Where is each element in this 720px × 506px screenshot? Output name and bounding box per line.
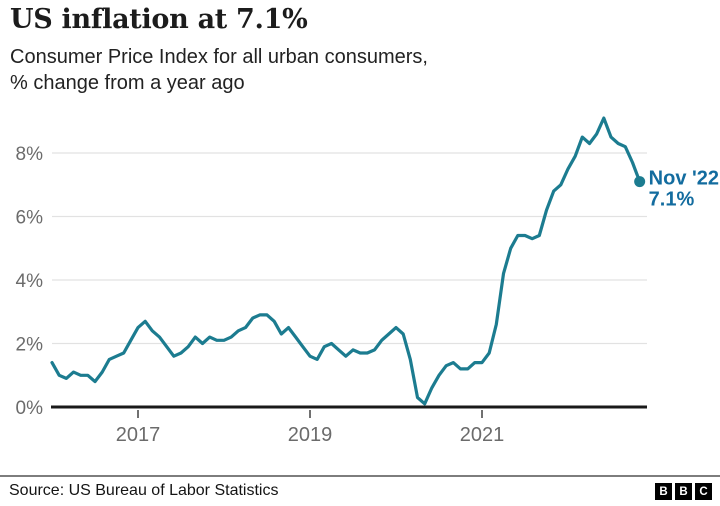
y-tick-label: 0% — [16, 398, 44, 419]
bbc-logo-block-b1: B — [655, 483, 672, 500]
x-tick-label: 2019 — [288, 424, 333, 446]
x-tick-label: 2021 — [460, 424, 505, 446]
footer-divider — [0, 475, 720, 477]
bbc-logo: B B C — [655, 483, 712, 500]
latest-point-marker — [634, 176, 646, 188]
y-tick-label: 8% — [16, 144, 44, 165]
page-title: US inflation at 7.1% — [10, 4, 308, 35]
bbc-logo-block-b2: B — [675, 483, 692, 500]
source-text: Source: US Bureau of Labor Statistics — [9, 482, 279, 499]
cpi-line-series — [50, 116, 642, 406]
y-tick-label: 6% — [16, 208, 44, 229]
bbc-logo-block-c: C — [695, 483, 712, 500]
annotation-value-label: 7.1% — [649, 189, 695, 211]
chart-subtitle: Consumer Price Index for all urban consu… — [10, 44, 428, 96]
y-tick-label: 4% — [16, 271, 44, 292]
chart-subtitle-line1: Consumer Price Index for all urban consu… — [10, 46, 428, 68]
chart-subtitle-line2: % change from a year ago — [10, 72, 245, 94]
y-tick-label: 2% — [16, 335, 44, 356]
x-tick-label: 2017 — [116, 424, 161, 446]
annotation-date-label: Nov '22 — [649, 168, 719, 190]
